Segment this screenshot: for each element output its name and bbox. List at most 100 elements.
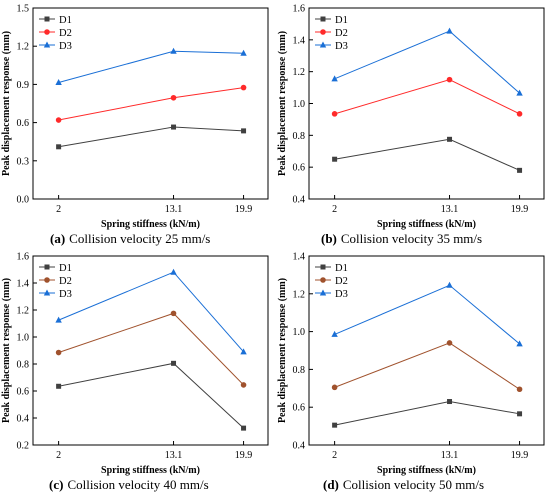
chart-panel-a: 0.0 0.3 0.6 0.9 1.2 1.5 2 13.1 19.9 Spring stiffn…	[1, 4, 269, 246]
data-point-d1	[56, 144, 62, 150]
panel-caption-text: Collision velocity 40 mm/s	[67, 477, 208, 492]
panel-caption: (a) Collision velocity 25 mm/s	[50, 231, 210, 246]
y-tick-label: 0.4	[293, 195, 306, 206]
x-tick-label: 2	[332, 204, 337, 215]
y-tick-label: 0.9	[17, 80, 30, 91]
data-point-d3	[55, 78, 62, 85]
panel-caption: (b) Collision velocity 35 mm/s	[321, 231, 482, 246]
legend-marker	[44, 277, 50, 283]
data-point-d3	[170, 47, 177, 54]
series-line-d3	[334, 284, 520, 345]
y-tick-label: 1.6	[293, 4, 306, 15]
data-point-d3	[331, 330, 338, 337]
legend-label: D3	[59, 289, 72, 300]
y-tick-label: 1.2	[293, 67, 306, 78]
x-tick-label: 13.1	[441, 450, 459, 461]
data-point-d1	[332, 422, 338, 428]
x-tick-label: 19.9	[511, 204, 529, 215]
data-point-d2	[331, 111, 338, 117]
series-line-d1	[58, 126, 244, 148]
data-point-d3	[516, 89, 523, 96]
plot-frame	[308, 255, 545, 446]
x-tick-label: 19.9	[235, 204, 253, 215]
y-tick-label: 0.6	[17, 118, 30, 129]
series-line-d3	[58, 50, 244, 83]
x-axis-title: Spring stiffness (kN/m)	[101, 465, 200, 476]
legend-marker	[320, 16, 326, 22]
legend-label: D1	[335, 15, 348, 26]
y-tick-label: 1.4	[293, 252, 306, 263]
chart-panel-c: 0.2 0.4 0.6 0.8 1.0 1.2 1.4 1.6 2 13.1 19.9 Spring …	[1, 252, 269, 492]
series-line-d2	[334, 342, 520, 390]
panel-caption: (c) Collision velocity 40 mm/s	[49, 477, 209, 492]
y-tick-label: 0.0	[17, 195, 30, 206]
legend-marker	[320, 264, 326, 270]
data-point-d3	[240, 49, 247, 56]
y-tick-label: 1.2	[17, 306, 30, 317]
data-point-d1	[517, 167, 523, 173]
legend-marker	[43, 41, 51, 48]
y-tick-label: 1.5	[17, 4, 30, 15]
data-point-d1	[517, 411, 523, 417]
x-tick-label: 2	[332, 450, 337, 461]
y-axis-title: Peak displacement response (mm)	[277, 31, 288, 176]
panel-caption-text: Collision velocity 25 mm/s	[69, 231, 210, 246]
legend-label: D2	[59, 276, 72, 287]
y-tick-label: 1.0	[293, 327, 306, 338]
x-tick-label: 2	[56, 204, 61, 215]
y-tick-label: 1.0	[17, 333, 30, 344]
y-tick-label: 1.2	[17, 42, 30, 53]
legend-marker	[320, 277, 326, 283]
data-point-d1	[447, 399, 453, 405]
data-point-d3	[516, 340, 523, 347]
chart-panel-d: 0.4 0.6 0.8 1.0 1.2 1.4 2 13.1 19.9 Spring stiffn…	[277, 252, 545, 492]
data-point-d2	[240, 382, 247, 388]
data-point-d2	[55, 349, 62, 356]
legend-label: D2	[335, 28, 348, 39]
legend-marker	[43, 289, 51, 296]
y-axis-title: Peak displacement response (mm)	[1, 278, 12, 423]
data-point-d2	[331, 384, 338, 391]
data-point-d3	[446, 27, 453, 34]
data-point-d3	[170, 268, 177, 275]
y-tick-label: 0.8	[293, 131, 306, 142]
data-point-d3	[55, 316, 62, 323]
panel-caption-text: Collision velocity 50 mm/s	[343, 477, 484, 492]
legend-label: D2	[335, 276, 348, 287]
series-line-d1	[334, 138, 520, 171]
series-line-d3	[334, 30, 520, 94]
series-line-d2	[58, 312, 244, 386]
y-tick-label: 0.4	[293, 441, 306, 452]
data-point-d2	[446, 340, 453, 346]
legend-label: D3	[335, 41, 348, 52]
legend: D1 D2 D3	[39, 263, 72, 300]
x-axis-title: Spring stiffness (kN/m)	[377, 465, 476, 476]
x-axis-title: Spring stiffness (kN/m)	[377, 219, 476, 230]
x-axis-title: Spring stiffness (kN/m)	[101, 219, 200, 230]
y-tick-label: 0.6	[17, 387, 30, 398]
legend: D1 D2 D3	[39, 15, 72, 52]
panel-caption-text: Collision velocity 35 mm/s	[341, 231, 482, 246]
y-tick-label: 1.2	[293, 289, 306, 300]
data-point-d3	[446, 281, 453, 288]
legend-label: D1	[335, 263, 348, 274]
data-point-d2	[55, 117, 62, 123]
panel-caption-label: (b)	[321, 231, 337, 246]
data-point-d1	[56, 383, 62, 389]
series-line-d1	[58, 362, 244, 429]
data-point-d3	[331, 75, 338, 82]
plot-frame	[32, 255, 269, 446]
panel-caption-label: (d)	[323, 477, 339, 492]
y-tick-label: 0.4	[17, 414, 30, 425]
legend-label: D1	[59, 263, 72, 274]
legend-label: D3	[59, 41, 72, 52]
data-point-d1	[447, 136, 453, 142]
data-point-d2	[240, 84, 247, 91]
x-tick-label: 13.1	[165, 450, 183, 461]
data-point-d3	[240, 348, 247, 355]
x-tick-label: 2	[56, 450, 61, 461]
y-tick-label: 0.6	[293, 403, 306, 414]
x-tick-label: 13.1	[441, 204, 459, 215]
legend-marker	[319, 289, 327, 296]
